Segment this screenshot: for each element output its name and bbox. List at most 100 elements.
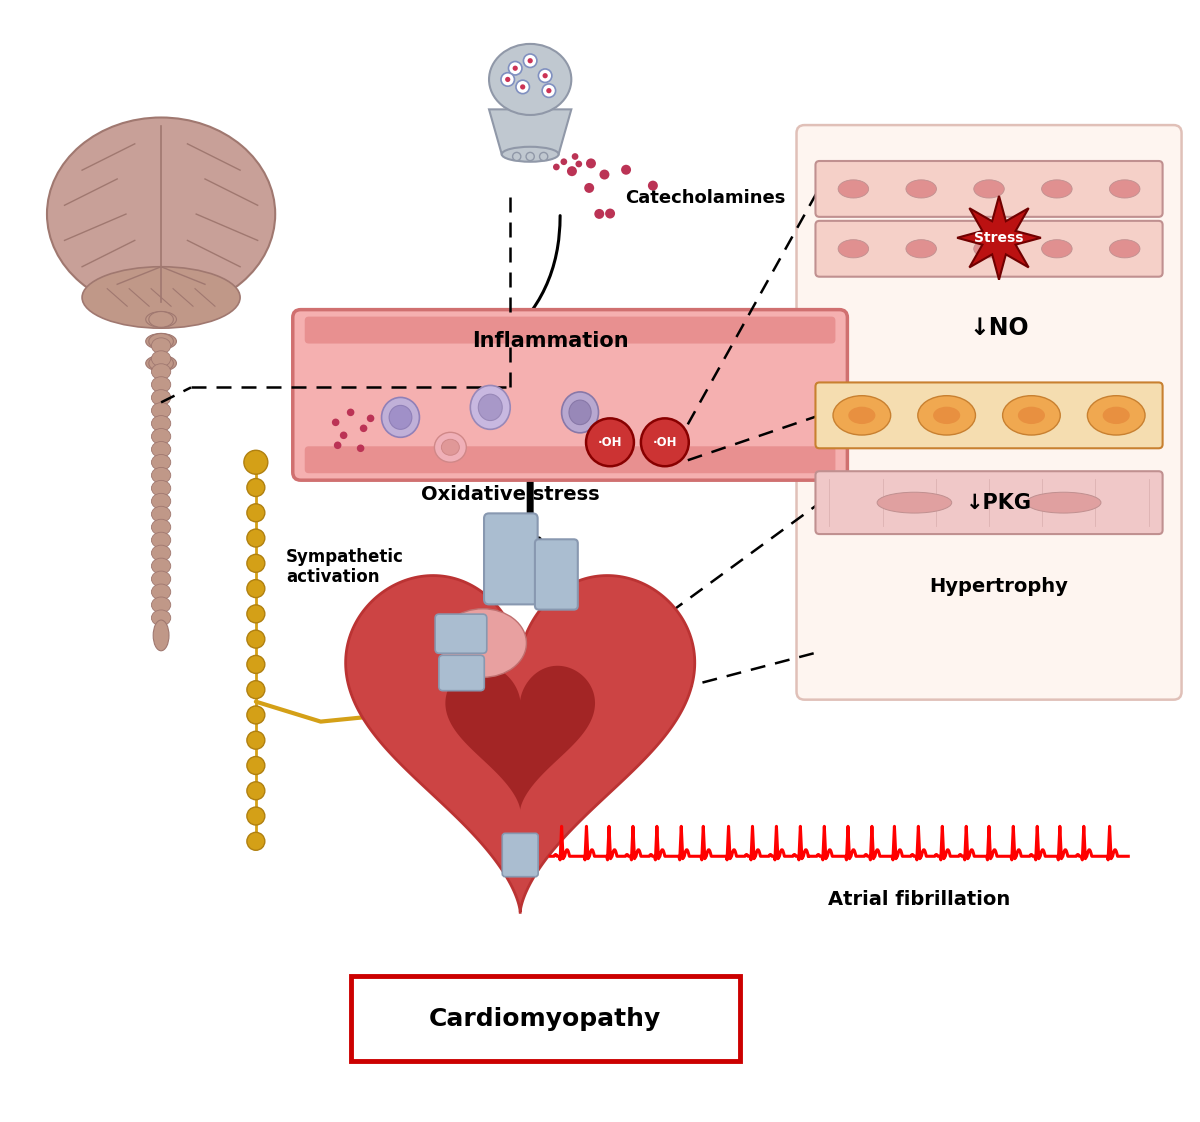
Circle shape [523,54,536,67]
Ellipse shape [145,356,176,371]
Circle shape [509,62,522,75]
Text: ·OH: ·OH [598,435,623,449]
Ellipse shape [934,406,960,424]
FancyBboxPatch shape [484,514,538,605]
Circle shape [247,631,265,649]
Ellipse shape [470,386,510,430]
FancyBboxPatch shape [816,471,1163,534]
Circle shape [553,164,559,171]
Ellipse shape [151,571,170,587]
Circle shape [500,73,515,86]
Polygon shape [445,665,595,810]
Text: Oxidative stress: Oxidative stress [421,485,600,504]
Circle shape [526,153,534,160]
Ellipse shape [848,406,876,424]
Circle shape [247,782,265,800]
Ellipse shape [918,396,976,435]
Ellipse shape [569,401,592,424]
FancyBboxPatch shape [503,834,538,876]
Circle shape [512,65,518,71]
Ellipse shape [151,532,170,548]
Circle shape [566,166,577,176]
FancyBboxPatch shape [305,447,835,473]
Circle shape [347,408,354,416]
Circle shape [584,183,594,193]
Circle shape [571,153,578,159]
Ellipse shape [151,429,170,444]
Circle shape [540,153,547,160]
Ellipse shape [833,396,890,435]
Ellipse shape [973,240,1004,258]
Polygon shape [490,109,571,154]
Circle shape [247,554,265,572]
Circle shape [340,432,348,439]
Ellipse shape [389,405,412,430]
Ellipse shape [1003,396,1061,435]
Circle shape [546,88,552,93]
Ellipse shape [151,377,170,393]
Ellipse shape [149,356,173,371]
Circle shape [247,732,265,749]
Ellipse shape [490,44,571,114]
Circle shape [622,165,631,175]
Ellipse shape [151,468,170,484]
Circle shape [586,419,634,467]
Text: Atrial fibrillation: Atrial fibrillation [828,890,1010,909]
Circle shape [576,160,582,167]
FancyBboxPatch shape [305,316,835,343]
Ellipse shape [149,312,173,328]
Circle shape [520,84,526,90]
Circle shape [648,181,658,191]
FancyBboxPatch shape [797,125,1182,700]
Circle shape [247,655,265,673]
Ellipse shape [82,267,240,328]
Circle shape [539,68,552,82]
Text: Inflammation: Inflammation [472,331,629,350]
Ellipse shape [151,558,170,574]
Ellipse shape [151,389,170,405]
Ellipse shape [1018,406,1045,424]
Ellipse shape [1026,493,1100,513]
Circle shape [516,80,529,93]
Circle shape [505,76,510,82]
Ellipse shape [877,493,952,513]
FancyBboxPatch shape [535,540,578,609]
Text: Sympathetic
activation: Sympathetic activation [286,548,403,587]
Ellipse shape [479,394,503,421]
FancyBboxPatch shape [816,383,1163,449]
Circle shape [641,419,689,467]
Ellipse shape [145,312,176,328]
Ellipse shape [1110,240,1140,258]
Circle shape [247,530,265,548]
Circle shape [247,580,265,598]
Ellipse shape [838,180,869,197]
Circle shape [247,807,265,825]
Circle shape [594,209,605,219]
Ellipse shape [973,180,1004,197]
FancyBboxPatch shape [350,976,739,1060]
FancyBboxPatch shape [436,614,487,653]
Ellipse shape [906,240,936,258]
Circle shape [247,605,265,623]
Ellipse shape [145,333,176,349]
Ellipse shape [439,609,527,678]
Ellipse shape [1087,396,1145,435]
Ellipse shape [838,240,869,258]
Ellipse shape [502,147,559,162]
Ellipse shape [151,610,170,626]
Circle shape [334,441,342,449]
Ellipse shape [906,180,936,197]
Ellipse shape [151,441,170,458]
Ellipse shape [151,585,170,600]
Ellipse shape [151,351,170,367]
FancyBboxPatch shape [816,160,1163,217]
Circle shape [367,414,374,422]
Circle shape [332,419,340,426]
Ellipse shape [151,480,170,496]
Polygon shape [346,576,695,912]
Ellipse shape [382,397,420,438]
Ellipse shape [562,392,599,433]
Ellipse shape [151,494,170,509]
Text: ·OH: ·OH [653,435,677,449]
Ellipse shape [151,364,170,379]
